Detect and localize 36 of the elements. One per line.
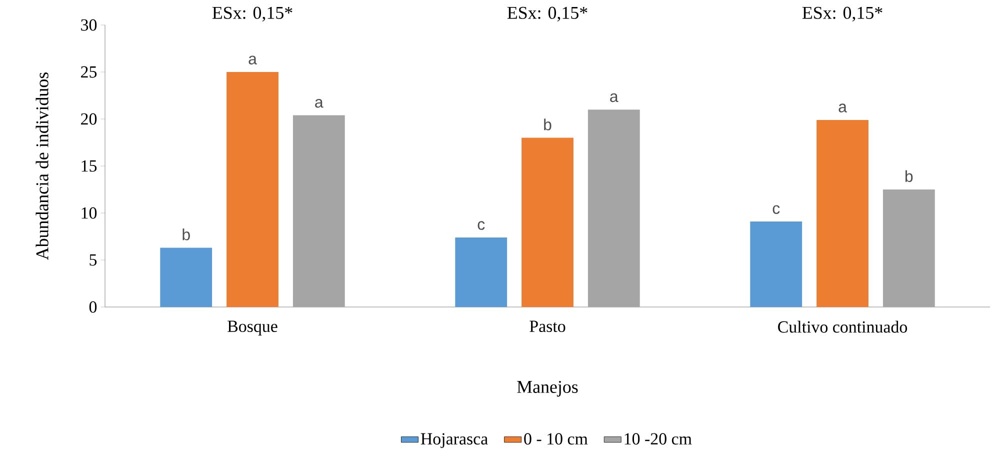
bar — [588, 110, 640, 307]
annotation: a — [838, 104, 847, 112]
bar — [816, 120, 868, 307]
annotation: c — [772, 205, 780, 214]
bar — [455, 237, 508, 307]
annotation: b — [905, 170, 913, 182]
annotation: c — [478, 221, 485, 230]
legend-label: 0 - 10 cm — [524, 433, 588, 445]
bar — [292, 115, 345, 307]
text: ESx: 0,15* — [802, 6, 882, 22]
bar — [160, 248, 212, 307]
annotation: b — [182, 228, 190, 240]
y-tick-label: 15 — [82, 160, 97, 172]
annotation: a — [248, 56, 257, 64]
y-axis-title: Abundancia de individuos — [36, 72, 48, 260]
bar — [750, 221, 802, 307]
annotation: a — [610, 93, 618, 102]
legend-label: 10 -20 cm — [624, 433, 692, 445]
annotation: a — [315, 98, 324, 108]
annotation: b — [544, 118, 552, 130]
text: ESx: 0,15* — [212, 6, 292, 22]
bar — [882, 190, 935, 307]
y-tick-label: 30 — [81, 19, 97, 31]
x-tick-label: Pasto — [530, 320, 566, 332]
y-tick-label: 25 — [81, 66, 97, 78]
x-tick-label: Bosque — [228, 320, 278, 336]
bar — [522, 138, 574, 307]
y-tick-label: 10 — [82, 207, 97, 219]
bar — [226, 72, 278, 307]
y-tick-label: 5 — [90, 254, 97, 266]
legend-label: Hojarasca — [420, 433, 488, 448]
y-tick-label: 0 — [89, 301, 97, 313]
text: ESx: 0,15* — [507, 6, 588, 22]
x-tick-label: Cultivo continuado — [778, 320, 908, 333]
x-axis-title: Manejos — [517, 380, 578, 397]
y-tick-label: 20 — [81, 113, 97, 125]
